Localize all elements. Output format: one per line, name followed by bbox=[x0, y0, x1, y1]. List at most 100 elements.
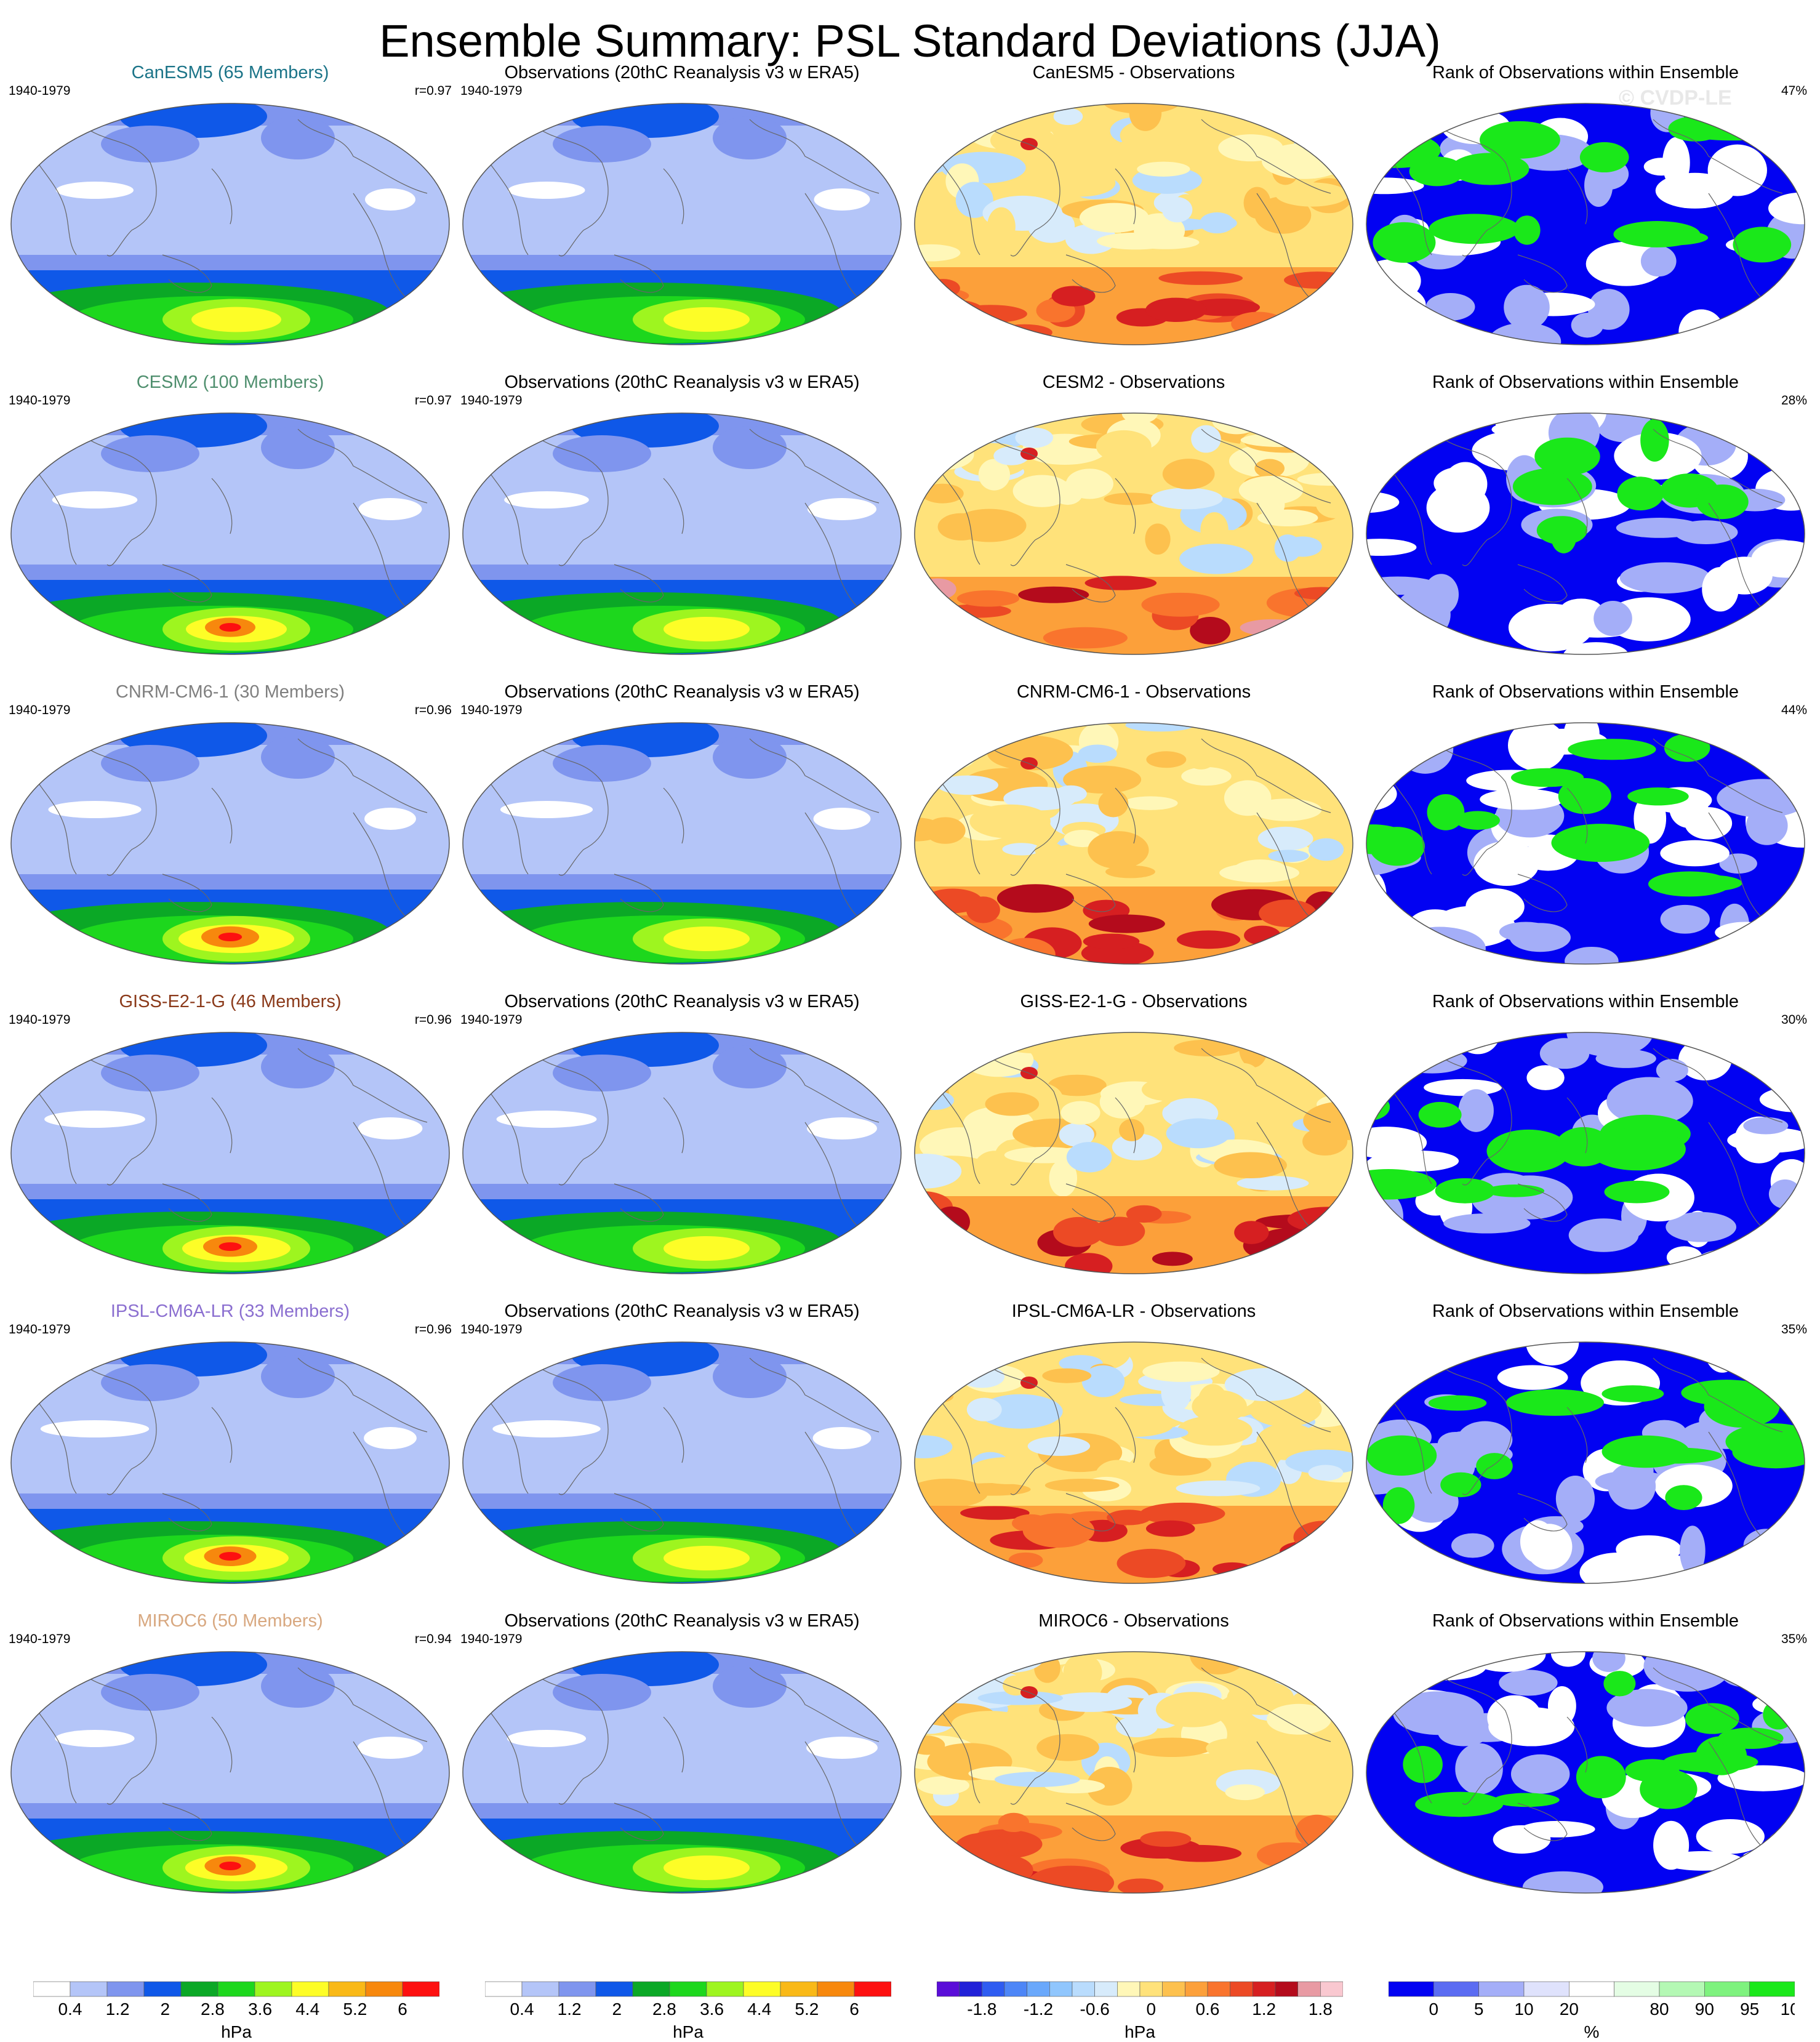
diff-panel-cesm2: CESM2 - Observations bbox=[912, 371, 1355, 661]
rank-panel-cnrm-cm6-1: Rank of Observations within Ensemble 44% bbox=[1364, 681, 1807, 970]
model-panel-title: CNRM-CM6-1 (30 Members) bbox=[115, 682, 345, 702]
diff-panel-title: MIROC6 - Observations bbox=[1038, 1611, 1229, 1631]
rank-panel-miroc6: Rank of Observations within Ensemble 35% bbox=[1364, 1610, 1807, 1899]
colorbar-tick-label: 4.4 bbox=[747, 2000, 771, 2019]
diff-map-miroc6 bbox=[914, 1651, 1353, 1894]
colorbar-swatch bbox=[1072, 1981, 1095, 1997]
model-panel-cesm2: CESM2 (100 Members) 1940-1979 r=0.97 bbox=[9, 371, 452, 661]
obs-panel-title: Observations (20thC Reanalysis v3 w ERA5… bbox=[504, 63, 860, 82]
colorbar-swatch bbox=[1704, 1981, 1750, 1997]
colorbar-tick-label: 2 bbox=[160, 2000, 170, 2019]
obs-panel-title: Observations (20thC Reanalysis v3 w ERA5… bbox=[504, 372, 860, 392]
colorbar-model-std: 0.4 1.2 2 2.8 3.6 4.4 5.2 6 hPa bbox=[33, 1979, 439, 2041]
period-label: 1940-1979 bbox=[460, 703, 523, 717]
rank-percent-label: 44% bbox=[1781, 703, 1807, 717]
colorbar-tick-label: 0.6 bbox=[1196, 2000, 1220, 2019]
diff-panel-title: CNRM-CM6-1 - Observations bbox=[1016, 682, 1251, 702]
obs-panel-giss-e2-1-g: Observations (20thC Reanalysis v3 w ERA5… bbox=[460, 991, 904, 1280]
colorbar-tick-label: 100 bbox=[1781, 2000, 1795, 2019]
colorbar-swatch bbox=[1049, 1981, 1073, 1997]
rank-percent-label: 28% bbox=[1781, 393, 1807, 408]
diff-map-cnrm-cm6-1 bbox=[914, 722, 1353, 965]
colorbar-tick-label: 0.4 bbox=[58, 2000, 82, 2019]
colorbar-difference-swatches: -1.8 -1.2 -0.6 0 0.6 1.2 1.8 bbox=[937, 1981, 1343, 2019]
obs-map-giss-e2-1-g bbox=[462, 1032, 902, 1274]
obs-panel-cesm2: Observations (20thC Reanalysis v3 w ERA5… bbox=[460, 371, 904, 661]
colorbar-unit-label: hPa bbox=[1124, 2022, 1155, 2041]
period-label: 1940-1979 bbox=[9, 1322, 71, 1337]
colorbar-unit-label: hPa bbox=[221, 2022, 252, 2041]
colorbar-tick-label: 80 bbox=[1650, 2000, 1669, 2019]
colorbar-tick-label: 1.2 bbox=[558, 2000, 582, 2019]
rank-panel-title: Rank of Observations within Ensemble bbox=[1432, 1611, 1739, 1631]
colorbar-tick-label: -1.2 bbox=[1024, 2000, 1053, 2019]
colorbar-swatch bbox=[743, 1981, 781, 1997]
period-label: 1940-1979 bbox=[460, 1322, 523, 1337]
period-label: 1940-1979 bbox=[460, 84, 523, 98]
colorbar-swatch bbox=[959, 1981, 982, 1997]
colorbar-tick-label: 2.8 bbox=[652, 2000, 676, 2019]
colorbar-swatch bbox=[1433, 1981, 1479, 1997]
obs-map-cnrm-cm6-1 bbox=[462, 722, 902, 965]
colorbar-tick-label: 0 bbox=[1429, 2000, 1439, 2019]
obs-panel-title: Observations (20thC Reanalysis v3 w ERA5… bbox=[504, 992, 860, 1011]
model-panel-ipsl-cm6a-lr: IPSL-CM6A-LR (33 Members) 1940-1979 r=0.96 bbox=[9, 1300, 452, 1590]
colorbar-swatch bbox=[854, 1981, 891, 1997]
model-panel-canesm5: CanESM5 (65 Members) 1940-1979 r=0.97 bbox=[9, 62, 452, 351]
colorbar-tick-label: 4.4 bbox=[295, 2000, 319, 2019]
colorbar-swatch bbox=[365, 1981, 403, 1997]
colorbar-swatch bbox=[485, 1981, 523, 1997]
colorbar-swatch bbox=[1253, 1981, 1276, 1997]
colorbar-tick-label: 1.2 bbox=[1252, 2000, 1276, 2019]
colorbar-tick-label: 6 bbox=[849, 2000, 859, 2019]
model-panel-title: IPSL-CM6A-LR (33 Members) bbox=[110, 1301, 350, 1321]
colorbar-swatch bbox=[1523, 1981, 1569, 1997]
colorbar-swatch bbox=[1004, 1981, 1027, 1997]
colorbar-swatch bbox=[1027, 1981, 1050, 1997]
colorbar-tick-label: 5 bbox=[1474, 2000, 1484, 2019]
rank-map-giss-e2-1-g bbox=[1366, 1032, 1805, 1274]
rank-map-cesm2 bbox=[1366, 412, 1805, 655]
model-panel-title: GISS-E2-1-G (46 Members) bbox=[119, 992, 342, 1011]
rank-panel-title: Rank of Observations within Ensemble bbox=[1432, 63, 1739, 82]
colorbar-swatch bbox=[595, 1981, 633, 1997]
period-label: 1940-1979 bbox=[460, 393, 523, 408]
diff-map-canesm5 bbox=[914, 103, 1353, 345]
rank-panel-title: Rank of Observations within Ensemble bbox=[1432, 1301, 1739, 1321]
colorbar-swatch bbox=[669, 1981, 707, 1997]
colorbar-swatch bbox=[291, 1981, 329, 1997]
obs-map-cesm2 bbox=[462, 412, 902, 655]
pattern-correlation-label: r=0.94 bbox=[414, 1632, 452, 1646]
colorbar-tick-label: 3.6 bbox=[700, 2000, 724, 2019]
model-map-canesm5 bbox=[10, 103, 450, 345]
colorbar-swatch bbox=[1389, 1981, 1434, 1997]
model-panel-title: CanESM5 (65 Members) bbox=[131, 63, 329, 82]
colorbar-swatch bbox=[558, 1981, 596, 1997]
colorbar-unit-label: % bbox=[1584, 2022, 1600, 2041]
colorbar-swatch bbox=[33, 1981, 71, 1997]
obs-panel-canesm5: Observations (20thC Reanalysis v3 w ERA5… bbox=[460, 62, 904, 351]
colorbar-tick-label: 10 bbox=[1514, 2000, 1533, 2019]
model-panel-title: MIROC6 (50 Members) bbox=[137, 1611, 323, 1631]
rank-panel-cesm2: Rank of Observations within Ensemble 28% bbox=[1364, 371, 1807, 661]
colorbar-swatch bbox=[706, 1981, 744, 1997]
colorbar-tick-label: 3.6 bbox=[248, 2000, 272, 2019]
diff-panel-title: IPSL-CM6A-LR - Observations bbox=[1011, 1301, 1256, 1321]
period-label: 1940-1979 bbox=[9, 1632, 71, 1646]
colorbar-swatch bbox=[328, 1981, 366, 1997]
colorbar-obs-std: 0.4 1.2 2 2.8 3.6 4.4 5.2 6 hPa bbox=[485, 1979, 891, 2041]
colorbar-swatch bbox=[1275, 1981, 1298, 1997]
model-panel-miroc6: MIROC6 (50 Members) 1940-1979 r=0.94 bbox=[9, 1610, 452, 1899]
pattern-correlation-label: r=0.97 bbox=[414, 393, 452, 408]
colorbar-swatch bbox=[402, 1981, 439, 1997]
colorbar-swatch bbox=[70, 1981, 108, 1997]
colorbar-rank: 0 5 10 20 80 90 95 100% bbox=[1389, 1979, 1795, 2041]
period-label: 1940-1979 bbox=[9, 84, 71, 98]
period-label: 1940-1979 bbox=[9, 1013, 71, 1027]
model-map-cnrm-cm6-1 bbox=[10, 722, 450, 965]
rank-map-miroc6 bbox=[1366, 1651, 1805, 1894]
colorbar-swatch bbox=[982, 1981, 1005, 1997]
colorbar-tick-label: -0.6 bbox=[1080, 2000, 1110, 2019]
rank-panel-giss-e2-1-g: Rank of Observations within Ensemble 30% bbox=[1364, 991, 1807, 1280]
colorbar-tick-label: 20 bbox=[1560, 2000, 1579, 2019]
